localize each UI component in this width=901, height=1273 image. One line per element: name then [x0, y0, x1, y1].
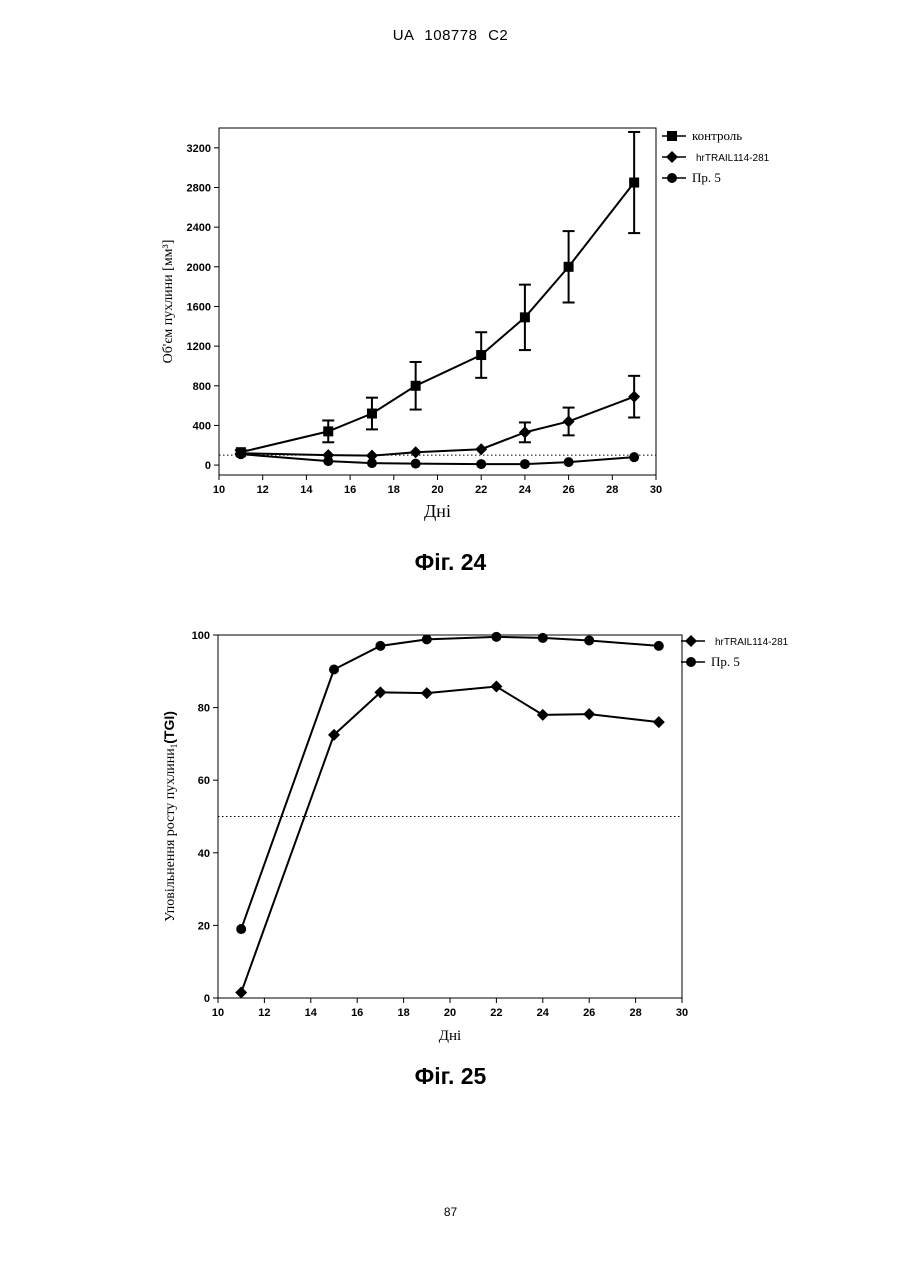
data-point [584, 635, 594, 645]
figure-25-caption: Фіг. 25 [0, 1063, 901, 1090]
data-point [654, 641, 664, 651]
x-tick-label: 26 [583, 1007, 595, 1019]
x-tick-label: 24 [537, 1007, 550, 1019]
data-point [375, 641, 385, 651]
x-tick-label: 14 [305, 1007, 318, 1019]
series-line [241, 637, 659, 929]
data-point [583, 708, 595, 720]
y-axis-label: Уповільнення росту пухлини1(TGI) [161, 711, 179, 922]
x-tick-label: 22 [490, 1007, 502, 1019]
data-point [329, 664, 339, 674]
series-circle [236, 632, 664, 934]
legend-marker [685, 635, 697, 647]
x-tick-label: 18 [397, 1007, 409, 1019]
x-tick-label: 12 [258, 1007, 270, 1019]
data-point [491, 632, 501, 642]
x-tick-label: 28 [629, 1007, 641, 1019]
y-tick-label: 40 [198, 848, 210, 860]
y-tick-label: 100 [192, 630, 210, 642]
legend-label: Пр. 5 [711, 654, 740, 669]
x-axis-label: Дні [439, 1028, 461, 1044]
data-point [235, 987, 247, 999]
legend-marker [686, 657, 696, 667]
x-tick-label: 20 [444, 1007, 456, 1019]
x-tick-label: 30 [676, 1007, 688, 1019]
page-number: 87 [0, 1205, 901, 1219]
data-point [538, 633, 548, 643]
tgi-chart: 10 12 14 16 18 20 22 24 26 28 30 0 20 40 60 80 100 Дні Упо… [0, 0, 901, 1060]
data-point [653, 716, 665, 728]
series-line [241, 687, 659, 993]
data-point [490, 681, 502, 693]
data-point [537, 709, 549, 721]
y-tick-label: 80 [198, 703, 210, 715]
data-point [422, 634, 432, 644]
data-point [236, 924, 246, 934]
x-tick-label: 16 [351, 1007, 363, 1019]
y-tick-label: 0 [204, 993, 210, 1005]
series-diamond [235, 681, 665, 999]
y-tick-label: 20 [198, 920, 210, 932]
x-tick-label: 10 [212, 1007, 224, 1019]
y-tick-label: 60 [198, 775, 210, 787]
data-point [421, 687, 433, 699]
legend-label: hrTRAIL114-281 [715, 637, 789, 648]
